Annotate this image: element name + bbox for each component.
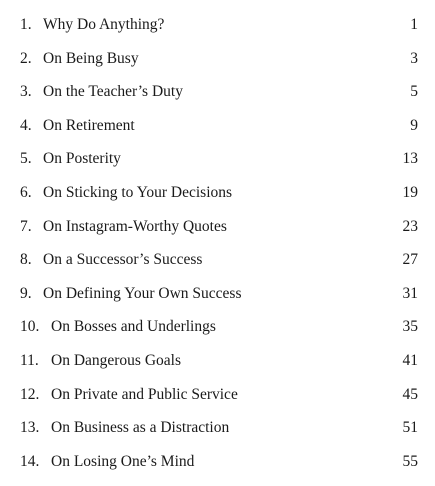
toc-entry[interactable]: 5. On Posterity 13	[0, 142, 435, 176]
entry-title: On Retirement	[43, 116, 135, 134]
entry-number: 11.	[20, 351, 39, 369]
entry-title: On Sticking to Your Decisions	[43, 183, 233, 201]
entry-page-number: 1	[410, 16, 418, 33]
table-of-contents: 1. Why Do Anything? 1 2. On Being Busy 3…	[0, 8, 435, 478]
entry-number: 3.	[20, 83, 32, 101]
entry-page-number: 35	[402, 318, 419, 336]
entry-title: Why Do Anything?	[43, 16, 165, 33]
entry-title: On the Teacher’s Duty	[43, 83, 183, 101]
toc-entry[interactable]: 10. On Bosses and Underlings 35	[0, 310, 435, 344]
entry-page-number: 51	[402, 419, 419, 437]
entry-page-number: 45	[402, 385, 419, 403]
toc-entry[interactable]: 13. On Business as a Distraction 51	[0, 411, 435, 445]
toc-entry[interactable]: 4. On Retirement 9	[0, 109, 435, 143]
entry-number: 13.	[20, 419, 40, 437]
entry-title: On Losing One’s Mind	[51, 452, 195, 470]
toc-entry[interactable]: 11. On Dangerous Goals 41	[0, 344, 435, 378]
toc-entry[interactable]: 6. On Sticking to Your Decisions 19	[0, 176, 435, 210]
entry-title: On Bosses and Underlings	[51, 318, 216, 336]
toc-entry[interactable]: 3. On the Teacher’s Duty 5	[0, 75, 435, 109]
entry-title: On Dangerous Goals	[51, 351, 182, 369]
toc-entry[interactable]: 12. On Private and Public Service 45	[0, 378, 435, 412]
toc-entry[interactable]: 9. On Defining Your Own Success 31	[0, 277, 435, 311]
entry-number: 4.	[20, 116, 32, 134]
toc-entry[interactable]: 1. Why Do Anything? 1	[0, 8, 435, 42]
entry-page-number: 5	[410, 83, 418, 101]
entry-number: 14.	[20, 452, 40, 470]
entry-page-number: 3	[410, 49, 418, 67]
entry-page-number: 23	[402, 217, 419, 235]
entry-title: On a Successor’s Success	[43, 251, 203, 269]
toc-entry[interactable]: 8. On a Successor’s Success 27	[0, 243, 435, 277]
entry-number: 7.	[20, 217, 32, 235]
entry-page-number: 55	[402, 452, 419, 470]
toc-entry[interactable]: 14. On Losing One’s Mind 55	[0, 445, 435, 479]
entry-number: 10.	[20, 318, 40, 336]
entry-page-number: 31	[402, 284, 419, 302]
entry-number: 6.	[20, 183, 32, 201]
toc-entry[interactable]: 7. On Instagram-Worthy Quotes 23	[0, 210, 435, 244]
entry-page-number: 41	[402, 351, 419, 369]
entry-title: On Private and Public Service	[51, 385, 238, 403]
entry-page-number: 27	[402, 251, 419, 269]
entry-number: 9.	[20, 284, 32, 302]
entry-page-number: 13	[402, 150, 419, 168]
entry-title: On Being Busy	[43, 49, 139, 67]
entry-number: 12.	[20, 385, 40, 403]
entry-page-number: 19	[402, 183, 419, 201]
entry-title: On Posterity	[43, 150, 121, 168]
entry-number: 5.	[20, 150, 32, 168]
entry-title: On Instagram-Worthy Quotes	[43, 217, 227, 235]
entry-title: On Defining Your Own Success	[43, 284, 242, 302]
entry-number: 8.	[20, 251, 32, 269]
entry-page-number: 9	[410, 116, 418, 134]
entry-number: 1.	[20, 16, 32, 33]
entry-number: 2.	[20, 49, 32, 67]
toc-entry[interactable]: 2. On Being Busy 3	[0, 42, 435, 76]
entry-title: On Business as a Distraction	[51, 419, 230, 437]
